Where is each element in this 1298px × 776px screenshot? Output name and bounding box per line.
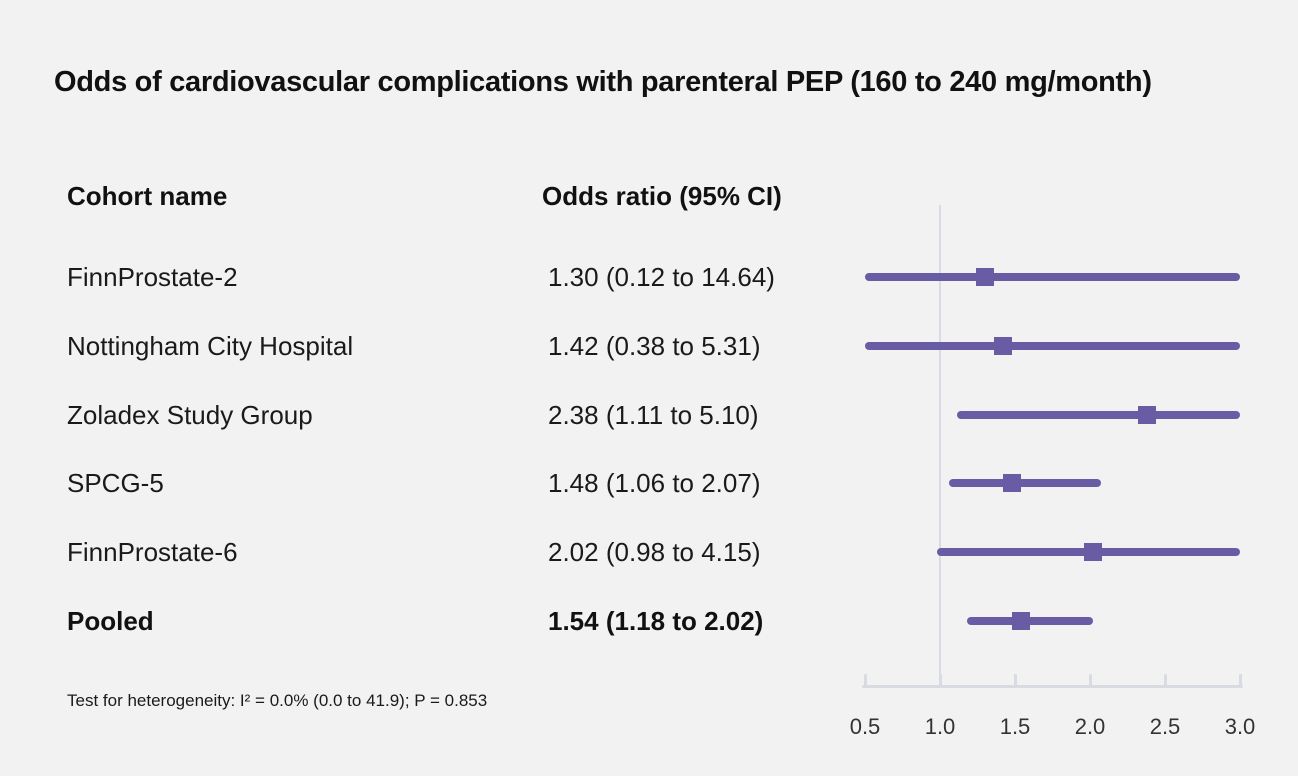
x-axis-tick — [1163, 674, 1167, 687]
odds-ratio-marker — [1003, 474, 1021, 493]
confidence-interval-line — [865, 273, 1240, 281]
column-header-cohort: Cohort name — [67, 181, 228, 211]
odds-ratio-marker — [976, 268, 994, 286]
x-axis-tick — [938, 674, 942, 687]
odds-ratio-marker — [1084, 543, 1102, 562]
x-axis-tick-label: 0.5 — [849, 714, 881, 739]
pooled-estimate-marker — [1012, 612, 1030, 630]
confidence-interval-line — [967, 617, 1093, 625]
x-axis-tick — [1088, 674, 1092, 687]
cohort-label: Zoladex Study Group — [67, 399, 313, 430]
reference-line — [939, 205, 941, 687]
odds-ratio-marker — [994, 336, 1012, 355]
odds-ratio-value: 2.38 (1.11 to 5.10) — [548, 399, 759, 430]
cohort-label: Pooled — [67, 606, 154, 636]
confidence-interval-line — [956, 410, 1240, 419]
odds-ratio-value: 1.48 (1.06 to 2.07) — [548, 468, 761, 499]
heterogeneity-footnote: Test for heterogeneity: I² = 0.0% (0.0 t… — [67, 691, 488, 710]
odds-ratio-value: 1.30 (0.12 to 14.64) — [548, 262, 775, 292]
column-header-odds-ratio: Odds ratio (95% CI) — [542, 181, 782, 211]
x-axis-tick — [863, 674, 867, 687]
odds-ratio-value: 2.02 (0.98 to 4.15) — [548, 537, 761, 568]
x-axis-tick-label: 2.0 — [1074, 714, 1106, 739]
x-axis-tick-label: 3.0 — [1224, 714, 1256, 739]
cohort-label: SPCG-5 — [67, 468, 164, 499]
cohort-label: FinnProstate-2 — [67, 262, 238, 292]
x-axis-tick-label: 1.0 — [924, 714, 956, 739]
chart-title: Odds of cardiovascular complications wit… — [54, 66, 1152, 98]
x-axis — [862, 685, 1243, 688]
odds-ratio-value: 1.54 (1.18 to 2.02) — [548, 606, 764, 636]
cohort-label: FinnProstate-6 — [67, 537, 238, 568]
confidence-interval-line — [865, 341, 1240, 350]
x-axis-tick — [1238, 674, 1242, 687]
x-axis-tick-label: 1.5 — [999, 714, 1031, 739]
x-axis-tick-label: 2.5 — [1149, 714, 1181, 739]
odds-ratio-value: 1.42 (0.38 to 5.31) — [548, 330, 761, 361]
odds-ratio-marker — [1138, 405, 1156, 424]
cohort-label: Nottingham City Hospital — [67, 330, 354, 361]
confidence-interval-line — [949, 479, 1101, 488]
x-axis-tick — [1013, 674, 1017, 687]
